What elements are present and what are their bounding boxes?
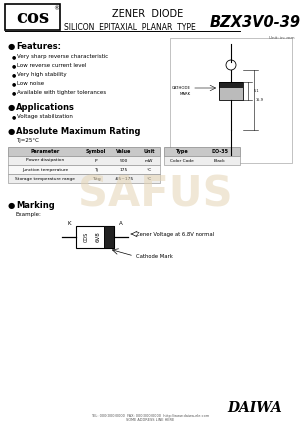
Text: ®: ®	[53, 6, 59, 11]
Text: Tstg: Tstg	[92, 176, 100, 181]
Text: ●: ●	[8, 127, 15, 136]
Text: Tj: Tj	[94, 167, 98, 172]
Bar	[104, 226, 114, 248]
Text: Unit: Unit	[143, 149, 155, 154]
Text: Zener Voltage at 6.8V normal: Zener Voltage at 6.8V normal	[136, 232, 214, 236]
Bar	[8, 147, 160, 156]
Text: Parameter: Parameter	[30, 149, 60, 154]
Text: TEL: 000(000)0000  FAX: 000(000)0000  http://www.daiwa-ele.com: TEL: 000(000)0000 FAX: 000(000)0000 http…	[91, 414, 209, 418]
Text: Tj=25°C: Tj=25°C	[16, 138, 39, 143]
Text: ●: ●	[12, 114, 16, 119]
Bar	[164, 156, 240, 165]
Text: °C: °C	[146, 176, 152, 181]
Text: DO-35: DO-35	[212, 149, 229, 154]
Text: ●: ●	[12, 90, 16, 95]
Text: P: P	[95, 159, 97, 162]
Bar	[164, 147, 240, 156]
Text: 500: 500	[120, 159, 128, 162]
Text: mW: mW	[145, 159, 153, 162]
Text: Value: Value	[116, 149, 132, 154]
Text: K: K	[67, 221, 71, 226]
Bar	[104, 226, 114, 248]
Text: COS: COS	[83, 232, 88, 242]
Text: Example:: Example:	[16, 212, 42, 217]
Text: Power dissipation: Power dissipation	[26, 159, 64, 162]
Text: Color Code: Color Code	[170, 159, 194, 162]
Text: Junction temperature: Junction temperature	[22, 167, 68, 172]
Text: ZENER  DIODE: ZENER DIODE	[112, 9, 184, 19]
Text: Applications: Applications	[16, 103, 75, 112]
Text: SAFUS: SAFUS	[78, 173, 232, 215]
Text: SILICON  EPITAXIAL  PLANAR  TYPE: SILICON EPITAXIAL PLANAR TYPE	[64, 23, 196, 31]
Text: Available with tighter tolerances: Available with tighter tolerances	[17, 90, 106, 95]
Bar	[219, 82, 243, 100]
Text: Features:: Features:	[16, 42, 61, 51]
Text: -65~175: -65~175	[114, 176, 134, 181]
Text: DAIWA: DAIWA	[228, 401, 282, 415]
Bar	[219, 82, 243, 88]
Text: CATHODE
MARK: CATHODE MARK	[172, 86, 191, 96]
Circle shape	[226, 60, 236, 70]
Text: Absolute Maximum Rating: Absolute Maximum Rating	[16, 127, 140, 136]
Text: Marking: Marking	[16, 201, 55, 210]
Text: Black: Black	[214, 159, 226, 162]
Text: 175: 175	[120, 167, 128, 172]
Text: BZX3V0-39V: BZX3V0-39V	[210, 14, 300, 29]
Text: ●: ●	[8, 42, 15, 51]
Text: 5.1: 5.1	[254, 89, 260, 93]
Text: ●: ●	[12, 54, 16, 59]
Bar	[8, 174, 160, 183]
Text: A: A	[119, 221, 123, 226]
Text: SOME ADDRESS LINE HERE: SOME ADDRESS LINE HERE	[126, 418, 174, 422]
Bar	[170, 38, 292, 163]
Text: ●: ●	[12, 63, 16, 68]
Text: ●: ●	[8, 103, 15, 112]
Text: Low noise: Low noise	[17, 81, 44, 86]
Text: 6V8: 6V8	[95, 232, 101, 242]
Text: Very high stability: Very high stability	[17, 72, 67, 77]
Text: Symbol: Symbol	[86, 149, 106, 154]
Bar	[8, 165, 160, 174]
Bar	[5, 4, 60, 30]
Text: Low reverse current level: Low reverse current level	[17, 63, 86, 68]
Text: ●: ●	[12, 72, 16, 77]
Text: °C: °C	[146, 167, 152, 172]
Text: Cathode Mark: Cathode Mark	[136, 253, 173, 258]
Text: Unit: in: mm: Unit: in: mm	[269, 36, 295, 40]
Text: ●: ●	[8, 201, 15, 210]
Text: Very sharp reverse characteristic: Very sharp reverse characteristic	[17, 54, 108, 59]
Bar	[219, 82, 243, 100]
Text: Type: Type	[176, 149, 188, 154]
Bar	[8, 156, 160, 165]
Text: ●: ●	[12, 81, 16, 86]
Text: cos: cos	[16, 9, 49, 27]
Bar	[76, 226, 114, 248]
Text: Voltage stabilization: Voltage stabilization	[17, 114, 73, 119]
Text: Storage temperature range: Storage temperature range	[15, 176, 75, 181]
Text: 15.9: 15.9	[256, 98, 264, 102]
